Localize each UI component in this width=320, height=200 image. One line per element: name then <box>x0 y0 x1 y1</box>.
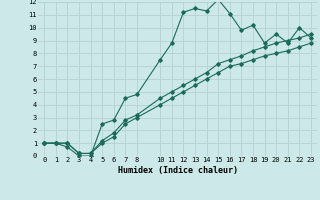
X-axis label: Humidex (Indice chaleur): Humidex (Indice chaleur) <box>118 166 238 175</box>
